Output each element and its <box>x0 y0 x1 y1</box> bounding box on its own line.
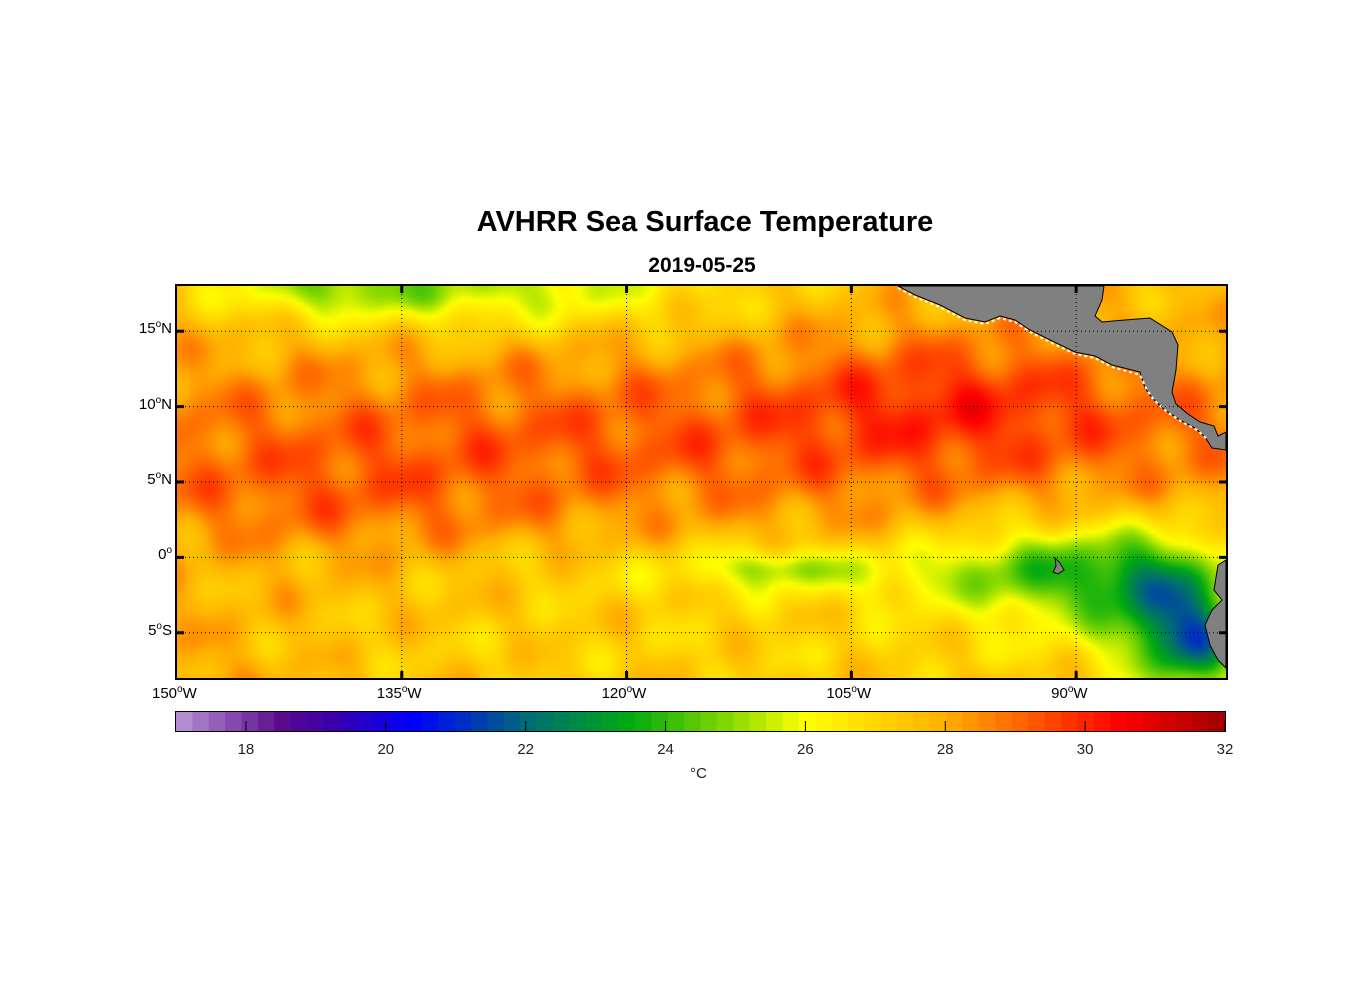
graticule <box>177 286 1226 678</box>
colorbar-swatch <box>176 712 193 731</box>
axis-ticks <box>177 286 1226 678</box>
colorbar-swatch <box>257 712 275 731</box>
colorbar <box>175 711 1226 732</box>
colorbar-swatch <box>552 712 570 731</box>
colorbar-swatch <box>880 712 898 731</box>
colorbar-tick-label: 28 <box>936 741 954 758</box>
colorbar-swatch <box>1159 712 1177 731</box>
colorbar-swatch <box>946 712 964 731</box>
colorbar-swatch <box>438 712 456 731</box>
lon-tick-label: 120oW <box>601 684 647 702</box>
lon-tick-label: 90oW <box>1051 684 1088 702</box>
colorbar-swatch <box>684 712 702 731</box>
colorbar-swatch <box>766 712 784 731</box>
lon-tick-label: 135oW <box>376 684 422 702</box>
colorbar-swatch <box>1126 712 1144 731</box>
colorbar-swatch <box>372 712 390 731</box>
colorbar-unit: °C <box>690 765 707 782</box>
land-central-america <box>897 286 1226 451</box>
lat-tick-label: 5oN <box>147 470 172 488</box>
colorbar-swatch <box>454 712 472 731</box>
colorbar-swatch <box>274 712 292 731</box>
colorbar-swatch <box>864 712 882 731</box>
colorbar-swatch <box>241 712 259 731</box>
lon-tick-label: 105oW <box>826 684 872 702</box>
colorbar-swatch <box>1044 712 1062 731</box>
colorbar-swatch <box>848 712 866 731</box>
colorbar-tick-label: 20 <box>377 741 395 758</box>
colorbar-swatch <box>602 712 620 731</box>
colorbar-tick-label: 22 <box>517 741 534 758</box>
colorbar-swatch <box>471 712 489 731</box>
colorbar-swatch <box>323 712 341 731</box>
colorbar-swatch <box>1077 712 1095 731</box>
lat-tick-label: 5oS <box>148 620 172 639</box>
colorbar-tick-label: 26 <box>797 741 814 758</box>
colorbar-swatch <box>913 712 931 731</box>
colorbar-swatch <box>815 712 833 731</box>
colorbar-tick-label: 24 <box>657 741 674 758</box>
colorbar-swatch <box>290 712 308 731</box>
colorbar-swatch <box>405 712 423 731</box>
lon-tick-label: 150oW <box>152 684 197 702</box>
map-overlay <box>177 286 1226 678</box>
colorbar-swatch <box>520 712 538 731</box>
colorbar-swatch <box>897 712 915 731</box>
colorbar-swatch <box>979 712 997 731</box>
colorbar-swatch <box>421 712 439 731</box>
colorbar-swatch <box>831 712 849 731</box>
colorbar-swatch <box>487 712 505 731</box>
colorbar-swatch <box>1175 712 1193 731</box>
colorbar-swatch <box>962 712 980 731</box>
colorbar-swatch <box>536 712 554 731</box>
colorbar-swatch <box>339 712 357 731</box>
land-south-america <box>1204 559 1226 669</box>
lat-tick-label: 10oN <box>138 394 172 413</box>
colorbar-tick-label: 32 <box>1216 741 1234 758</box>
land-galapagos <box>1052 556 1065 575</box>
colorbar-swatch <box>618 712 636 731</box>
colorbar-swatch <box>1110 712 1128 731</box>
colorbar-swatch <box>995 712 1013 731</box>
colorbar-swatch <box>225 712 243 731</box>
colorbar-swatch <box>356 712 374 731</box>
colorbar-swatch <box>1143 712 1161 731</box>
colorbar-swatch <box>700 712 718 731</box>
colorbar-swatch <box>1093 712 1111 731</box>
colorbar-swatch <box>733 712 751 731</box>
sst-map <box>177 286 1226 678</box>
colorbar-swatch <box>667 712 685 731</box>
colorbar-swatch <box>1208 712 1226 731</box>
colorbar-swatch <box>569 712 587 731</box>
colorbar-swatch <box>192 712 210 731</box>
lat-tick-label: 0o <box>158 545 172 564</box>
chart-title: AVHRR Sea Surface Temperature <box>476 206 934 238</box>
colorbar-swatch <box>634 712 652 731</box>
colorbar-swatch <box>1028 712 1046 731</box>
chart-subtitle: 2019-05-25 <box>648 254 756 277</box>
colorbar-swatch <box>307 712 325 731</box>
colorbar-tick-label: 18 <box>237 741 255 758</box>
colorbar-swatch <box>503 712 521 731</box>
colorbar-swatch <box>1192 712 1210 731</box>
colorbar-swatch <box>389 712 407 731</box>
colorbar-tick-label: 30 <box>1076 741 1094 758</box>
colorbar-swatch <box>749 712 767 731</box>
colorbar-swatch <box>651 712 669 731</box>
colorbar-swatch <box>208 712 226 731</box>
colorbar-swatch <box>782 712 800 731</box>
colorbar-swatch <box>1011 712 1029 731</box>
lat-tick-label: 15oN <box>138 319 172 338</box>
colorbar-swatch <box>1061 712 1079 731</box>
colorbar-swatch <box>929 712 947 731</box>
colorbar-swatch <box>798 712 816 731</box>
colorbar-swatch <box>585 712 603 731</box>
colorbar-swatch <box>716 712 734 731</box>
